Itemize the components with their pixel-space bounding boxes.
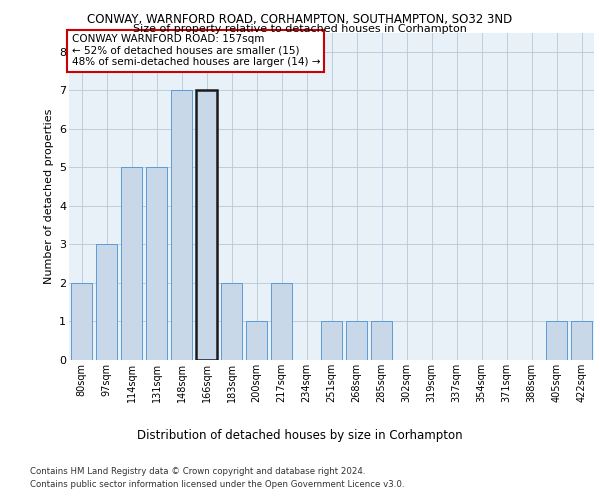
Bar [146, 168, 167, 360]
Text: Distribution of detached houses by size in Corhampton: Distribution of detached houses by size … [137, 430, 463, 442]
Text: CONWAY, WARNFORD ROAD, CORHAMPTON, SOUTHAMPTON, SO32 3ND: CONWAY, WARNFORD ROAD, CORHAMPTON, SOUTH… [88, 12, 512, 26]
Bar [121, 168, 142, 360]
Text: CONWAY WARNFORD ROAD: 157sqm
← 52% of detached houses are smaller (15)
48% of se: CONWAY WARNFORD ROAD: 157sqm ← 52% of de… [71, 34, 320, 68]
Text: Contains public sector information licensed under the Open Government Licence v3: Contains public sector information licen… [30, 480, 404, 489]
Bar [571, 322, 592, 360]
Bar [96, 244, 117, 360]
Bar [221, 283, 242, 360]
Bar [196, 90, 217, 360]
Text: Size of property relative to detached houses in Corhampton: Size of property relative to detached ho… [133, 24, 467, 34]
Bar [271, 283, 292, 360]
Bar [171, 90, 192, 360]
Bar [546, 322, 567, 360]
Bar [246, 322, 267, 360]
Y-axis label: Number of detached properties: Number of detached properties [44, 108, 53, 284]
Bar [371, 322, 392, 360]
Bar [346, 322, 367, 360]
Bar [321, 322, 342, 360]
Bar [71, 283, 92, 360]
Text: Contains HM Land Registry data © Crown copyright and database right 2024.: Contains HM Land Registry data © Crown c… [30, 467, 365, 476]
